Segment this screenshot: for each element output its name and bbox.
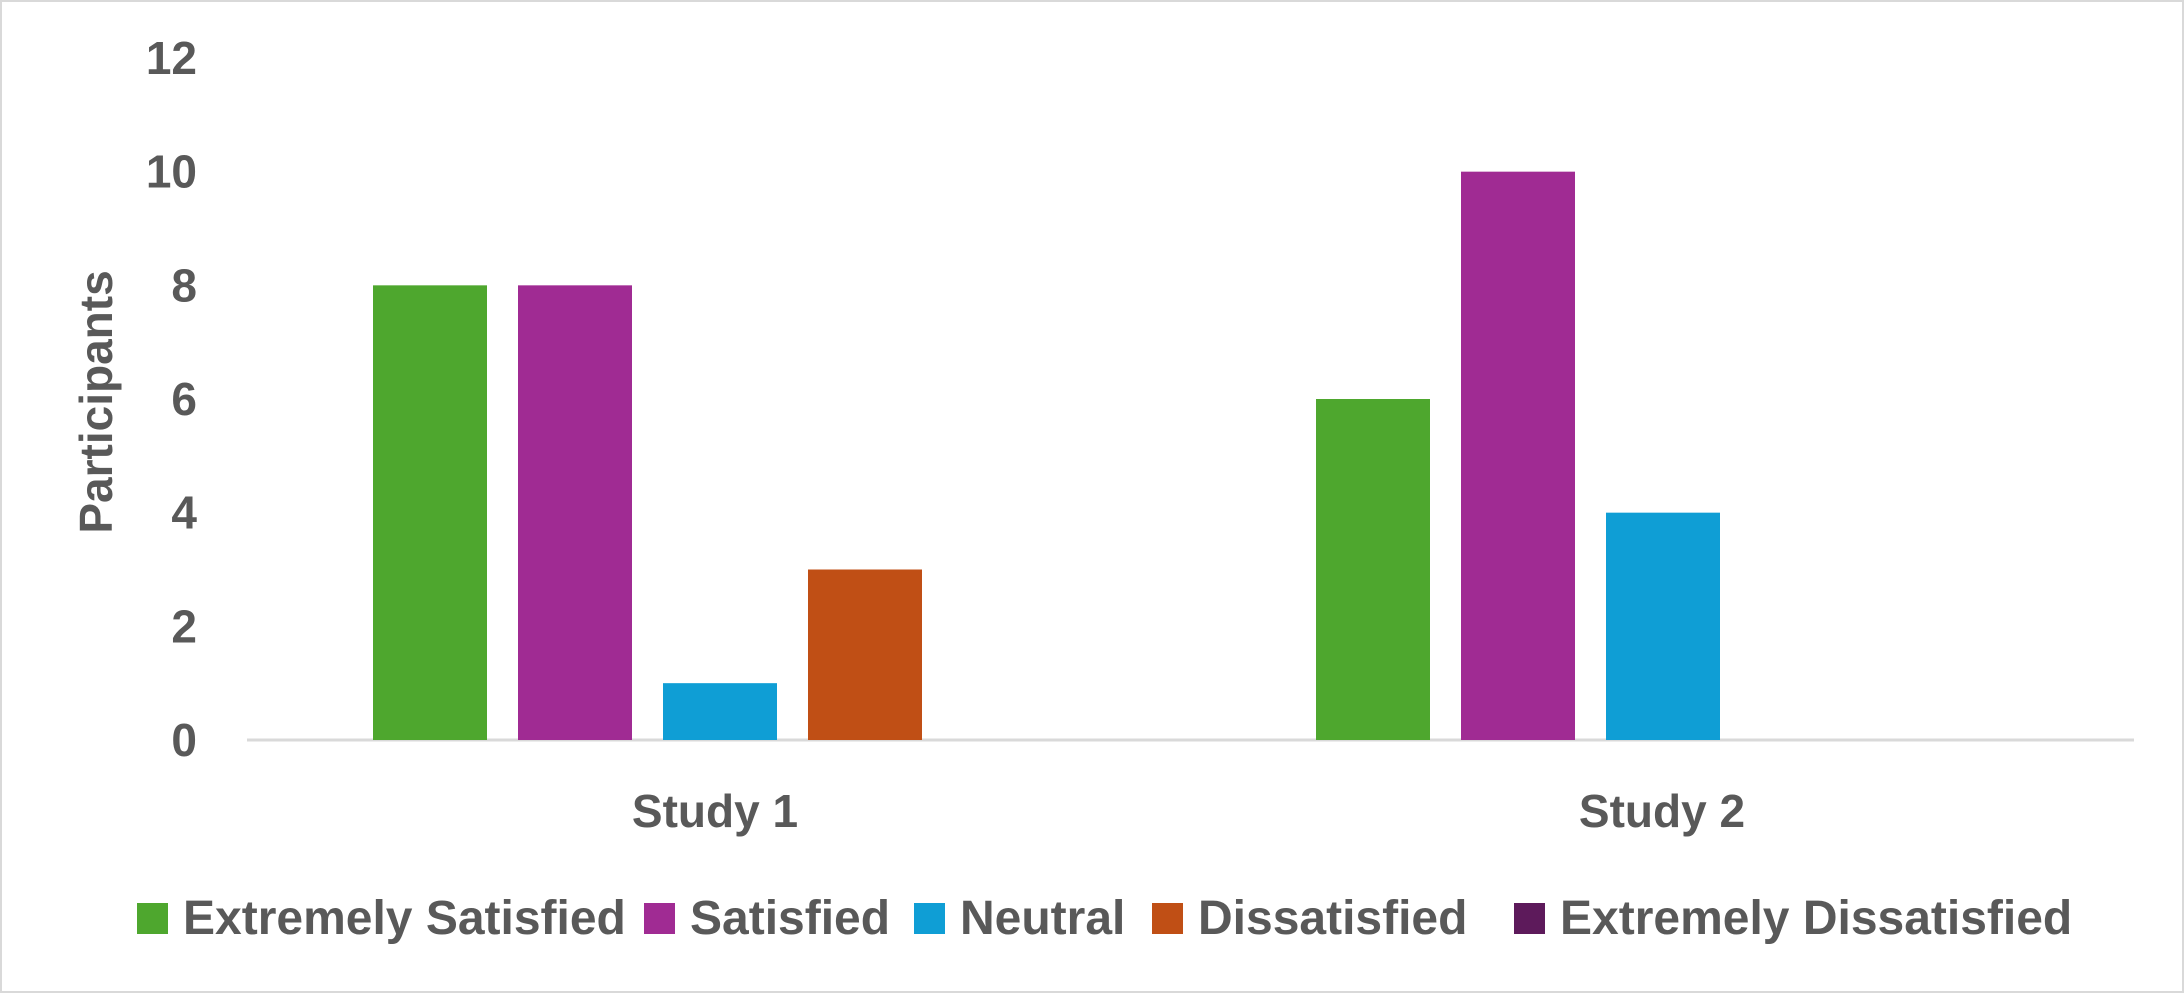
legend-label: Dissatisfied	[1198, 892, 1467, 945]
y-axis-label: Participants	[70, 270, 122, 533]
x-category-label: Study 2	[1579, 785, 1745, 837]
x-axis-categories: Study 1 Study 2	[632, 785, 1745, 837]
legend-label: Satisfied	[690, 892, 890, 945]
bar-extremely-satisfied-study-1	[373, 285, 487, 740]
y-axis-ticks: 0 2 4 6 8 10 12	[146, 32, 198, 766]
legend: Extremely Satisfied Satisfied Neutral Dissa…	[137, 892, 2072, 945]
bar-satisfied-study-1	[518, 285, 632, 740]
legend-swatch	[1152, 903, 1183, 934]
bar-extremely-satisfied-study-2	[1316, 399, 1430, 740]
y-tick-label: 6	[171, 373, 197, 425]
y-tick-label: 4	[171, 487, 197, 539]
y-tick-label: 2	[171, 600, 197, 652]
bar-neutral-study-1	[663, 683, 777, 740]
legend-label: Neutral	[960, 892, 1125, 945]
bar-satisfied-study-2	[1461, 171, 1575, 740]
bars-group	[373, 171, 1720, 740]
legend-label: Extremely Satisfied	[183, 892, 626, 945]
y-tick-label: 10	[146, 146, 197, 198]
x-category-label: Study 1	[632, 785, 798, 837]
legend-swatch	[1514, 903, 1545, 934]
y-tick-label: 12	[146, 32, 197, 84]
bar-dissatisfied-study-1	[808, 569, 922, 740]
legend-swatch	[137, 903, 168, 934]
legend-swatch	[644, 903, 675, 934]
bar-neutral-study-2	[1606, 512, 1720, 740]
legend-label: Extremely Dissatisfied	[1560, 892, 2072, 945]
legend-swatch	[914, 903, 945, 934]
y-tick-label: 8	[171, 259, 197, 311]
y-tick-label: 0	[171, 714, 197, 766]
